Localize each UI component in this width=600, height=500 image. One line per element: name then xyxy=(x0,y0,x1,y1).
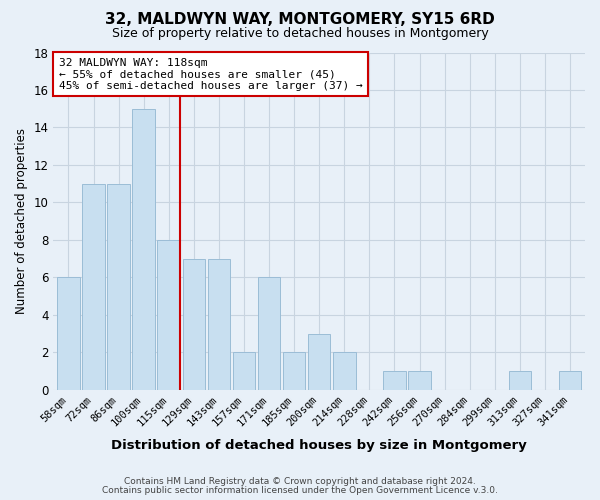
Bar xyxy=(258,278,280,390)
Text: Size of property relative to detached houses in Montgomery: Size of property relative to detached ho… xyxy=(112,28,488,40)
Text: Contains HM Land Registry data © Crown copyright and database right 2024.: Contains HM Land Registry data © Crown c… xyxy=(124,477,476,486)
Bar xyxy=(559,371,581,390)
Bar xyxy=(107,184,130,390)
Text: Contains public sector information licensed under the Open Government Licence v.: Contains public sector information licen… xyxy=(102,486,498,495)
Bar xyxy=(283,352,305,390)
Bar xyxy=(383,371,406,390)
Bar xyxy=(233,352,255,390)
Text: 32, MALDWYN WAY, MONTGOMERY, SY15 6RD: 32, MALDWYN WAY, MONTGOMERY, SY15 6RD xyxy=(105,12,495,28)
X-axis label: Distribution of detached houses by size in Montgomery: Distribution of detached houses by size … xyxy=(112,440,527,452)
Bar xyxy=(408,371,431,390)
Bar xyxy=(509,371,531,390)
Bar xyxy=(157,240,180,390)
Bar xyxy=(308,334,331,390)
Bar xyxy=(333,352,356,390)
Text: 32 MALDWYN WAY: 118sqm
← 55% of detached houses are smaller (45)
45% of semi-det: 32 MALDWYN WAY: 118sqm ← 55% of detached… xyxy=(59,58,362,91)
Bar xyxy=(82,184,105,390)
Bar xyxy=(208,258,230,390)
Y-axis label: Number of detached properties: Number of detached properties xyxy=(15,128,28,314)
Bar xyxy=(182,258,205,390)
Bar xyxy=(57,278,80,390)
Bar xyxy=(133,108,155,390)
